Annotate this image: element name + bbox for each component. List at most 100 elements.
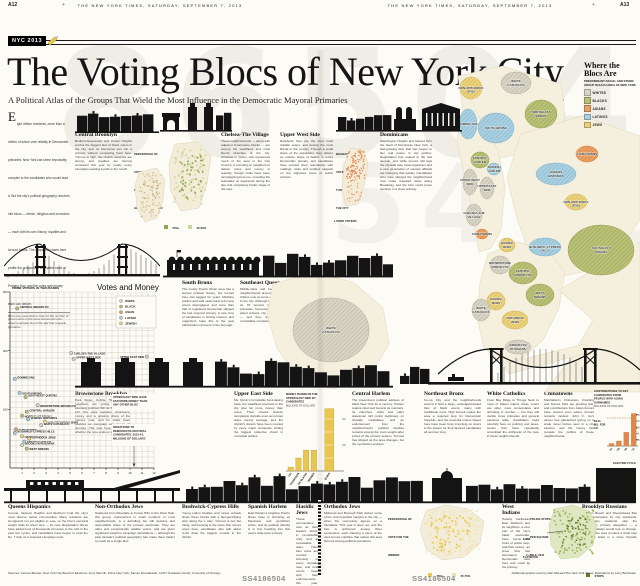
bar [295, 457, 302, 472]
scatter-point [69, 351, 74, 355]
svg-text:NON-ORTHODOX: NON-ORTHODOX [459, 86, 484, 90]
svg-text:BROOKLYN: BROOKLYN [515, 273, 532, 277]
bar [608, 443, 615, 447]
svg-text:VILLAGE: VILLAGE [467, 215, 480, 219]
section-oj: Orthodox Jews Midwood and Borough Park d… [324, 504, 382, 543]
section-cn: Chinatowns Manhattan's Chinatown, Flushi… [544, 391, 594, 438]
brownstones-skyline [75, 111, 159, 133]
scatter-point [144, 354, 149, 359]
svg-text:MONEY RAISED IN THE: MONEY RAISED IN THE [286, 392, 318, 396]
map-region-22 [471, 298, 491, 322]
header-rule-heavy [8, 40, 636, 42]
svg-text:WHITE: WHITE [125, 299, 135, 303]
map-region-18 [508, 261, 538, 285]
masthead-right: THE NEW YORK TIMES, SATURDAY, SEPTEMBER … [387, 3, 553, 8]
svg-text:2.5: 2.5 [636, 414, 640, 417]
svg-text:ASIAN: ASIAN [125, 310, 134, 314]
map-region-3 [477, 112, 515, 144]
scatter-point [20, 434, 24, 439]
map-legend-caption: Predominant racial and ethnic group in e… [584, 79, 636, 87]
section-ue: Upper East Side Ms. Quinn's formidable f… [234, 391, 283, 438]
section-title-sq: Southeast Queens [240, 280, 283, 286]
scatter-point [12, 376, 17, 381]
svg-text:CENTRAL BROOKLYN: CENTRAL BROOKLYN [20, 305, 49, 309]
svg-text:SOUTHEAST: SOUTHEAST [592, 246, 611, 250]
svg-text:ANY OTHER BLOC: ANY OTHER BLOC [113, 403, 138, 407]
section-ch: Chelsea-The Village These neighborhoods … [221, 132, 270, 191]
svg-text:BROWNSTONE BROOKLYN: BROWNSTONE BROOKLYN [40, 404, 76, 408]
orthodox-jews-map [419, 504, 485, 561]
fold-registration-mark [318, 498, 321, 576]
section-nb: Northeast Bronx Co-op City and the neigh… [424, 391, 481, 434]
svg-text:RUSSIANS: RUSSIANS [510, 347, 526, 351]
section-body-qh: Corona, Jackson Heights and Elmhurst hol… [8, 511, 88, 540]
section-body-chm: The preeminent political address of blac… [352, 398, 404, 447]
scatter-point [23, 395, 28, 399]
section-body-cn: Manhattan's Chinatown, Flushing and Suns… [544, 398, 594, 439]
section-title-uw: Upper West Side [280, 132, 320, 138]
svg-text:Votes and Money: Votes and Money [97, 283, 159, 292]
svg-text:NORTHEAST BRONX: NORTHEAST BRONX [25, 414, 52, 418]
section-title-bc: Bushwick-Cypress Hills [182, 504, 239, 510]
legend-swatch-blacks [584, 97, 591, 104]
intro-dropcap: E [8, 109, 16, 124]
section-title-qh: Queens Hispanics [8, 504, 51, 510]
svg-text:LATINO: LATINO [125, 316, 137, 320]
svg-text:2: 2 [638, 420, 640, 423]
police-stops-legend: STOPS [586, 564, 626, 582]
section-title-br: Brooklyn Russians [582, 504, 627, 510]
bar [310, 450, 317, 472]
svg-text:HASIDIC: HASIDIC [490, 297, 503, 301]
george-washington-bridge [4, 243, 160, 278]
svg-text:BROOKLYN: BROOKLYN [492, 265, 509, 269]
map-legend-item-latinos: LATINOS [584, 113, 638, 121]
svg-text:2: 2 [33, 471, 35, 475]
orthodox-map-caption: Percentage of vote for the winner [388, 517, 412, 557]
section-body-uw: Residents here are the city's most relia… [280, 139, 333, 180]
svg-text:WHITE: WHITE [326, 326, 336, 330]
section-wi: West Indians Heavily Caribbean East Flat… [502, 504, 530, 569]
map-legend-item-whites: WHITES [584, 89, 638, 96]
svg-text:2: 2 [344, 444, 346, 447]
svg-text:CANDIDATES FROM: CANDIDATES FROM [594, 393, 622, 397]
scatter-point [20, 443, 24, 447]
section-body-ch: These neighborhoods — along with adjacen… [221, 139, 271, 192]
svg-text:DOMINICANS: DOMINICANS [17, 375, 35, 379]
bottom-skyline [4, 468, 636, 504]
svg-text:12: 12 [152, 471, 156, 475]
svg-text:9: 9 [117, 471, 119, 475]
svg-text:JEWS: JEWS [511, 320, 520, 324]
map-region-24 [292, 297, 370, 363]
svg-text:CHINATOWNS: CHINATOWNS [472, 232, 492, 236]
svg-text:MILLIONS OF DOLLARS: MILLIONS OF DOLLARS [113, 436, 145, 440]
section-qh: Queens Hispanics Corona, Jackson Heights… [8, 504, 88, 539]
page-subtitle: A Political Atlas of the Groups That Wie… [8, 95, 348, 105]
section-title-hj: Hasidic Jews [296, 504, 315, 516]
section-wc: White Catholics From Bay Ridge to Throgs… [487, 391, 539, 438]
map-region-14 [567, 224, 635, 276]
map-region-10 [575, 145, 599, 163]
svg-text:UPPER WEST: UPPER WEST [460, 178, 480, 182]
dominicans-map-caption: Latino voters [334, 219, 357, 223]
svg-text:BROWNSTONE: BROWNSTONE [489, 261, 511, 265]
svg-text:MILLIONS OF DOLLARS: MILLIONS OF DOLLARS [286, 403, 316, 407]
svg-text:DEMOCRATIC MAYORAL: DEMOCRATIC MAYORAL [113, 429, 147, 433]
svg-text:UPPER EAST SIDE BY: UPPER EAST SIDE BY [286, 396, 316, 400]
svg-text:HISPANICS: HISPANICS [548, 174, 564, 178]
sources-line: Sources: Census Bureau; New York City Bo… [8, 571, 221, 575]
map-region-16 [498, 237, 516, 253]
map-region-19 [525, 283, 555, 307]
svg-text:NORTHEAST: NORTHEAST [532, 110, 551, 114]
svg-text:JEWS: JEWS [492, 301, 501, 305]
scan-watermark-left: SS4186504 [242, 574, 286, 583]
map-region-23 [504, 339, 532, 355]
section-sb: South Bronx The mostly Puerto Rican area… [182, 280, 234, 327]
svg-text:JEWS: JEWS [503, 245, 512, 249]
svg-text:INDIANS: INDIANS [534, 295, 546, 299]
police-stops-caption: Police stops per square mile, 2011 [530, 517, 551, 557]
map-legend-title: Where the Blocs Are [584, 61, 620, 79]
svg-text:8: 8 [105, 471, 107, 475]
section-hj: Hasidic Jews These communities vote as t… [296, 504, 318, 586]
scatter-point [14, 427, 18, 432]
